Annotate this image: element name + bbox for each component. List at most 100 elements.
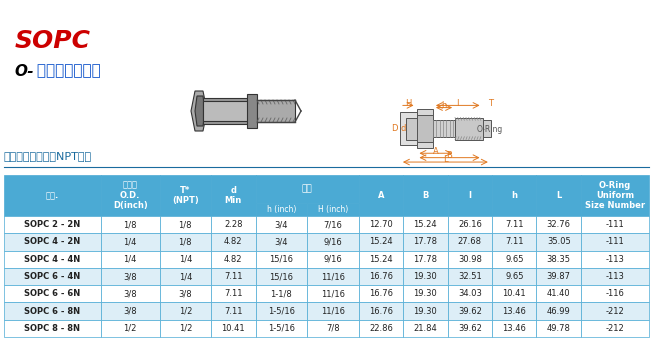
Bar [101, 268, 159, 285]
Text: 7.11: 7.11 [224, 272, 242, 281]
Bar [211, 233, 255, 251]
Bar [581, 302, 649, 320]
Text: 46.99: 46.99 [547, 307, 571, 315]
Text: 9/16: 9/16 [324, 255, 342, 264]
Text: 1/4: 1/4 [123, 255, 137, 264]
Bar [358, 216, 403, 233]
Bar [159, 268, 211, 285]
Text: 19.30: 19.30 [413, 307, 438, 315]
Bar [255, 216, 307, 233]
Bar [358, 285, 403, 302]
Text: SOPC 8 - 8N: SOPC 8 - 8N [24, 324, 80, 333]
Text: O-Ring
Uniform
Size Number: O-Ring Uniform Size Number [585, 181, 645, 210]
Bar [358, 233, 403, 251]
Bar [159, 285, 211, 302]
Text: H: H [405, 99, 411, 108]
Bar [447, 233, 492, 251]
Bar [537, 285, 581, 302]
Bar [101, 251, 159, 268]
Text: -212: -212 [605, 324, 624, 333]
Polygon shape [195, 96, 205, 126]
Polygon shape [400, 112, 417, 145]
Text: 7.11: 7.11 [224, 307, 242, 315]
Bar [255, 268, 307, 285]
Bar [492, 285, 537, 302]
Text: 9/16: 9/16 [324, 237, 342, 247]
Polygon shape [247, 94, 257, 128]
Bar [581, 285, 649, 302]
Bar [358, 302, 403, 320]
Bar [447, 216, 492, 233]
Text: I: I [468, 191, 471, 200]
Bar [4, 175, 101, 216]
Text: -116: -116 [605, 289, 624, 298]
Bar [403, 285, 447, 302]
Bar [211, 285, 255, 302]
Bar [307, 285, 358, 302]
Text: 4.82: 4.82 [224, 237, 242, 247]
Text: 11/16: 11/16 [321, 307, 345, 315]
Text: 1/2: 1/2 [123, 324, 137, 333]
Polygon shape [455, 118, 483, 139]
Bar [159, 302, 211, 320]
Text: 1/2: 1/2 [179, 324, 192, 333]
Bar [537, 268, 581, 285]
Text: B: B [422, 191, 428, 200]
Bar [307, 203, 358, 216]
Text: 10.41: 10.41 [502, 289, 526, 298]
Text: 39.62: 39.62 [458, 307, 482, 315]
Text: 13.46: 13.46 [502, 307, 526, 315]
Text: SOPC 6 - 6N: SOPC 6 - 6N [24, 289, 80, 298]
Bar [537, 302, 581, 320]
Text: 型圈螺纹转卡套: 型圈螺纹转卡套 [32, 63, 101, 78]
Text: 41.40: 41.40 [547, 289, 571, 298]
Text: 10.41: 10.41 [221, 324, 245, 333]
Text: 32.76: 32.76 [547, 220, 571, 229]
Bar [101, 216, 159, 233]
Text: 34.03: 34.03 [458, 289, 482, 298]
Text: 1/2: 1/2 [179, 307, 192, 315]
Bar [537, 216, 581, 233]
Bar [211, 175, 255, 216]
Bar [447, 320, 492, 337]
Polygon shape [406, 118, 417, 139]
Bar [492, 175, 537, 216]
Bar [581, 251, 649, 268]
Bar [358, 320, 403, 337]
Text: I: I [456, 99, 459, 108]
Text: h: h [511, 191, 517, 200]
Text: d
Min: d Min [225, 186, 242, 205]
Text: 1-5/16: 1-5/16 [268, 307, 295, 315]
Text: SOPC: SOPC [15, 29, 91, 53]
Bar [492, 302, 537, 320]
Bar [307, 320, 358, 337]
Bar [447, 251, 492, 268]
Text: 16.76: 16.76 [369, 307, 393, 315]
Bar [211, 302, 255, 320]
Bar [4, 216, 101, 233]
Bar [255, 320, 307, 337]
Bar [358, 251, 403, 268]
Bar [581, 233, 649, 251]
Bar [537, 251, 581, 268]
Text: 连接英制管道和母NPT螺纹: 连接英制管道和母NPT螺纹 [4, 151, 92, 161]
Text: 16.76: 16.76 [369, 289, 393, 298]
Text: 7.11: 7.11 [224, 289, 242, 298]
Polygon shape [203, 101, 250, 121]
Text: O-: O- [14, 63, 33, 78]
Text: 16.76: 16.76 [369, 272, 393, 281]
Text: 38.35: 38.35 [547, 255, 571, 264]
Text: 3/8: 3/8 [178, 289, 192, 298]
Text: 1/8: 1/8 [178, 220, 192, 229]
Text: SOPC 6 - 4N: SOPC 6 - 4N [24, 272, 80, 281]
Polygon shape [203, 98, 250, 124]
Bar [307, 302, 358, 320]
Bar [358, 268, 403, 285]
Text: -111: -111 [605, 237, 624, 247]
Text: 管外径
O.D.
D(inch): 管外径 O.D. D(inch) [113, 181, 148, 210]
Text: 1-5/16: 1-5/16 [268, 324, 295, 333]
Text: d: d [400, 124, 406, 133]
Bar [537, 320, 581, 337]
Text: 1/4: 1/4 [179, 272, 192, 281]
Bar [159, 251, 211, 268]
